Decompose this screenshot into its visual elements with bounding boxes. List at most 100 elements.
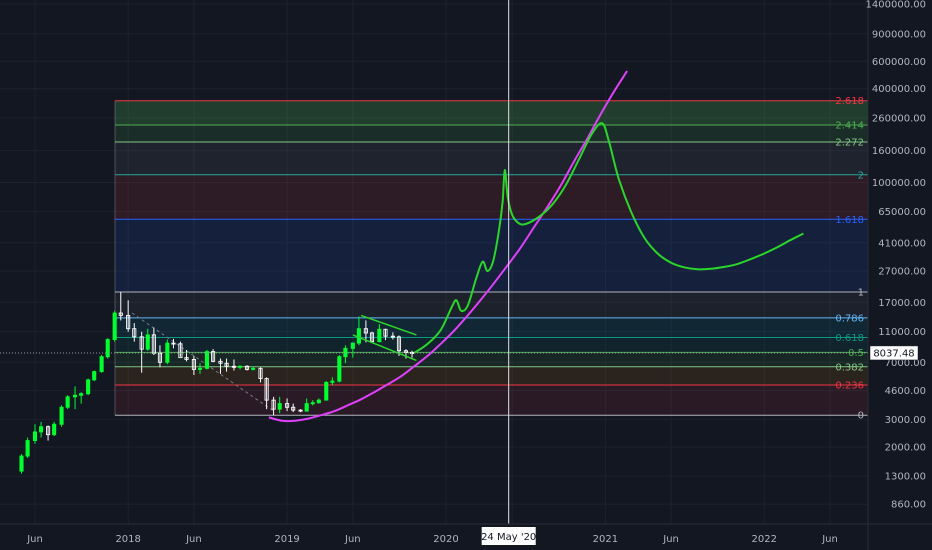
x-tick-label: 2018 [115, 534, 140, 545]
candle-body [65, 396, 70, 408]
candle [211, 349, 216, 363]
y-tick-label: 2000.00 [885, 443, 926, 454]
fib-level-label: 0 [858, 411, 864, 422]
candle [39, 421, 44, 438]
candle-body [285, 403, 290, 408]
candle [291, 403, 296, 413]
candle-body [238, 365, 243, 368]
x-tick-label: 2019 [274, 534, 299, 545]
candle-body [197, 367, 203, 370]
y-tick-label: 900000.00 [872, 29, 926, 40]
x-tick-label: 2021 [593, 534, 618, 545]
fib-zone [115, 124, 868, 142]
fib-level-label: 0.618 [835, 333, 864, 344]
y-tick-label: 860.00 [891, 500, 926, 511]
y-tick-label: 160000.00 [872, 146, 926, 157]
parabolic-curve[interactable] [268, 70, 628, 423]
candle-body [244, 365, 250, 370]
x-tick-label: Jun [344, 534, 361, 545]
candle [191, 355, 196, 376]
bull-flag-lines[interactable] [352, 314, 417, 362]
candle-body [52, 423, 57, 436]
y-tick-label: 11000.00 [878, 327, 926, 338]
projection-path[interactable] [413, 122, 804, 354]
dashed-trendline[interactable] [131, 312, 274, 412]
candle [409, 350, 415, 358]
candle-body [184, 357, 189, 360]
candle-body [316, 399, 321, 404]
time-axis[interactable] [0, 524, 932, 550]
fib-level-label: 2.618 [835, 96, 864, 107]
dashed-trendline-line[interactable] [131, 312, 274, 412]
price-axis[interactable] [868, 0, 932, 550]
candle [218, 358, 223, 374]
x-tick-label: Jun [662, 534, 679, 545]
candle-body [25, 440, 30, 457]
crosshair-date-tag: 24 May '20 [481, 527, 536, 545]
candle [298, 409, 303, 413]
fib-zone [115, 337, 868, 353]
fibonacci-extension-tool[interactable]: 0 0.236 0.382 0.5 0.618 0.786 1 1.618 2 2.272 2.41… [114, 96, 868, 422]
candle-body [271, 399, 276, 410]
y-tick-label: 600000.00 [872, 57, 926, 68]
candle-body [377, 328, 382, 343]
candle-body [324, 381, 329, 401]
candle [46, 425, 51, 441]
candle-body [330, 380, 335, 383]
candle [171, 338, 176, 349]
candlestick-series [19, 291, 415, 474]
fib-level-label: 0.382 [835, 362, 864, 373]
fib-level-label: 2 [858, 170, 864, 181]
current-price-label: 8037.48 [873, 348, 914, 359]
candle-body [204, 351, 210, 369]
flag-upper-line[interactable] [360, 314, 417, 336]
candle-body [211, 351, 216, 362]
candle [238, 365, 243, 370]
candle [99, 354, 104, 373]
candle [139, 331, 144, 373]
candle-body [86, 379, 91, 395]
candle [52, 421, 57, 437]
x-tick-label: Jun [821, 534, 838, 545]
candle [390, 332, 395, 340]
candle-body [298, 409, 303, 412]
fib-level-label: 0.236 [835, 381, 864, 392]
candle [264, 377, 269, 410]
candle [277, 396, 282, 414]
candle-body [356, 328, 361, 344]
candle-body [145, 334, 150, 350]
candle-body [99, 356, 104, 373]
candle [25, 437, 30, 458]
candle [383, 328, 388, 341]
parabolic-curve-line[interactable] [268, 70, 628, 423]
y-tick-label: 1400000.00 [866, 0, 926, 11]
candle-body [132, 328, 137, 338]
candle-body [171, 342, 176, 345]
y-tick-label: 65000.00 [878, 207, 926, 218]
candle [132, 323, 137, 342]
y-tick-label: 7000.00 [885, 358, 926, 369]
candle-body [32, 431, 38, 442]
candle-body [139, 336, 144, 350]
candle-body [126, 314, 131, 330]
candle-body [224, 362, 229, 367]
flag-lower-line[interactable] [352, 334, 417, 362]
candle-body [409, 351, 415, 354]
fib-zone [115, 291, 868, 318]
candle [165, 339, 170, 365]
candle-body [396, 336, 402, 352]
projection-line[interactable] [413, 122, 804, 354]
candle [244, 365, 250, 371]
x-tick-label: 2020 [433, 534, 458, 545]
candle [231, 359, 237, 371]
fib-level-label: 1.618 [835, 215, 864, 226]
candle-body [403, 350, 408, 353]
candle-body [73, 394, 78, 398]
candle-body [19, 455, 24, 472]
candle-body [178, 343, 183, 359]
candle [65, 395, 70, 410]
candle-body [277, 403, 282, 410]
